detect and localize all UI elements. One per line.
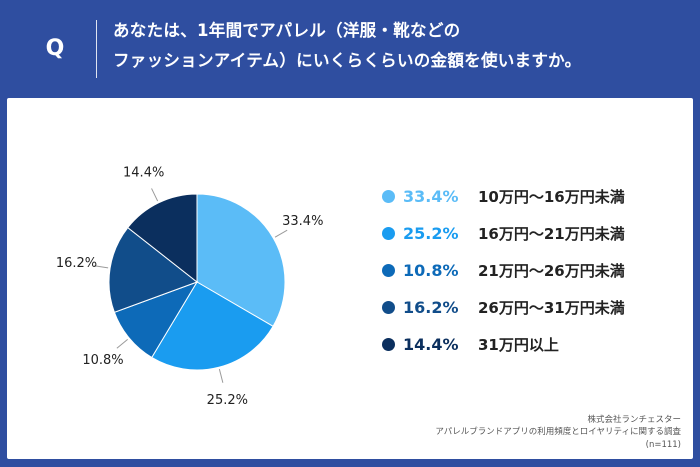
source-note: 株式会社ランチェスター アパレルブランドアプリの利用頻度とロイヤリティに関する調… [435,414,681,452]
data-label-1: 33.4% [282,214,323,229]
legend-swatch-1 [382,189,395,203]
legend-swatch-4 [382,300,395,314]
legend-label-5: 31万円以上 [478,335,559,354]
legend-item-3: 10.8% 21万円〜26万円未満 [382,254,682,286]
data-label-3: 10.8% [82,353,123,368]
leader-line-1 [274,229,288,238]
pie-chart: 33.4% 25.2% 10.8% 16.2% 14.4% [56,165,324,408]
legend-item-4: 16.2% 26万円〜31万円未満 [382,291,682,323]
chart-legend: 33.4% 10万円〜16万円未満 25.2% 16万円〜21万円未満 10.8% 21万… [382,180,682,365]
leader-line-2 [218,369,224,383]
pie-slice-5 [127,193,198,284]
legend-label-4: 26万円〜31万円未満 [478,298,625,317]
pie-leader-lines [94,188,288,383]
legend-label-2: 16万円〜21万円未満 [478,224,625,243]
data-label-4: 16.2% [56,256,97,271]
leader-line-3 [116,338,128,349]
chart-card: 33.4% 25.2% 10.8% 16.2% 14.4% 33.4% 10万円〜16万円… [7,98,693,459]
question-line-1: あなたは、1年間でアパレル（洋服・靴などの [113,21,461,40]
legend-swatch-2 [382,226,395,240]
data-label-2: 25.2% [207,393,248,408]
data-label-5: 14.4% [123,165,164,180]
question-line-2: ファッションアイテム）にいくらくらいの金額を使いますか。 [113,51,582,70]
legend-percent-4: 16.2% [403,297,459,317]
source-sample-size: (n=111) [645,439,681,450]
legend-percent-3: 10.8% [403,260,459,280]
legend-percent-2: 25.2% [403,223,459,243]
pie-slices [108,193,286,371]
legend-label-1: 10万円〜16万円未満 [478,187,625,206]
legend-percent-5: 14.4% [403,334,459,354]
pie-slice-4 [108,226,199,313]
leader-line-5 [151,188,159,202]
legend-swatch-3 [382,263,395,277]
question-header: Q あなたは、1年間でアパレル（洋服・靴などの ファッションアイテム）にいくらく… [0,0,700,98]
leader-line-4 [94,265,109,269]
pie-slice-2 [151,281,274,371]
source-survey: アパレルブランドアプリの利用頻度とロイヤリティに関する調査 [435,427,681,437]
pie-data-labels: 33.4% 25.2% 10.8% 16.2% 14.4% [56,165,324,408]
legend-item-5: 14.4% 31万円以上 [382,328,682,360]
pie-slice-1 [196,193,286,328]
question-text: あなたは、1年間でアパレル（洋服・靴などの ファッションアイテム）にいくらくらい… [113,16,683,76]
legend-swatch-5 [382,337,395,351]
legend-item-1: 33.4% 10万円〜16万円未満 [382,180,682,212]
source-company: 株式会社ランチェスター [587,414,681,425]
q-mark: Q [45,36,65,61]
legend-percent-1: 33.4% [403,186,459,206]
legend-item-2: 25.2% 16万円〜21万円未満 [382,217,682,249]
header-divider [96,20,97,78]
legend-label-3: 21万円〜26万円未満 [478,261,625,280]
